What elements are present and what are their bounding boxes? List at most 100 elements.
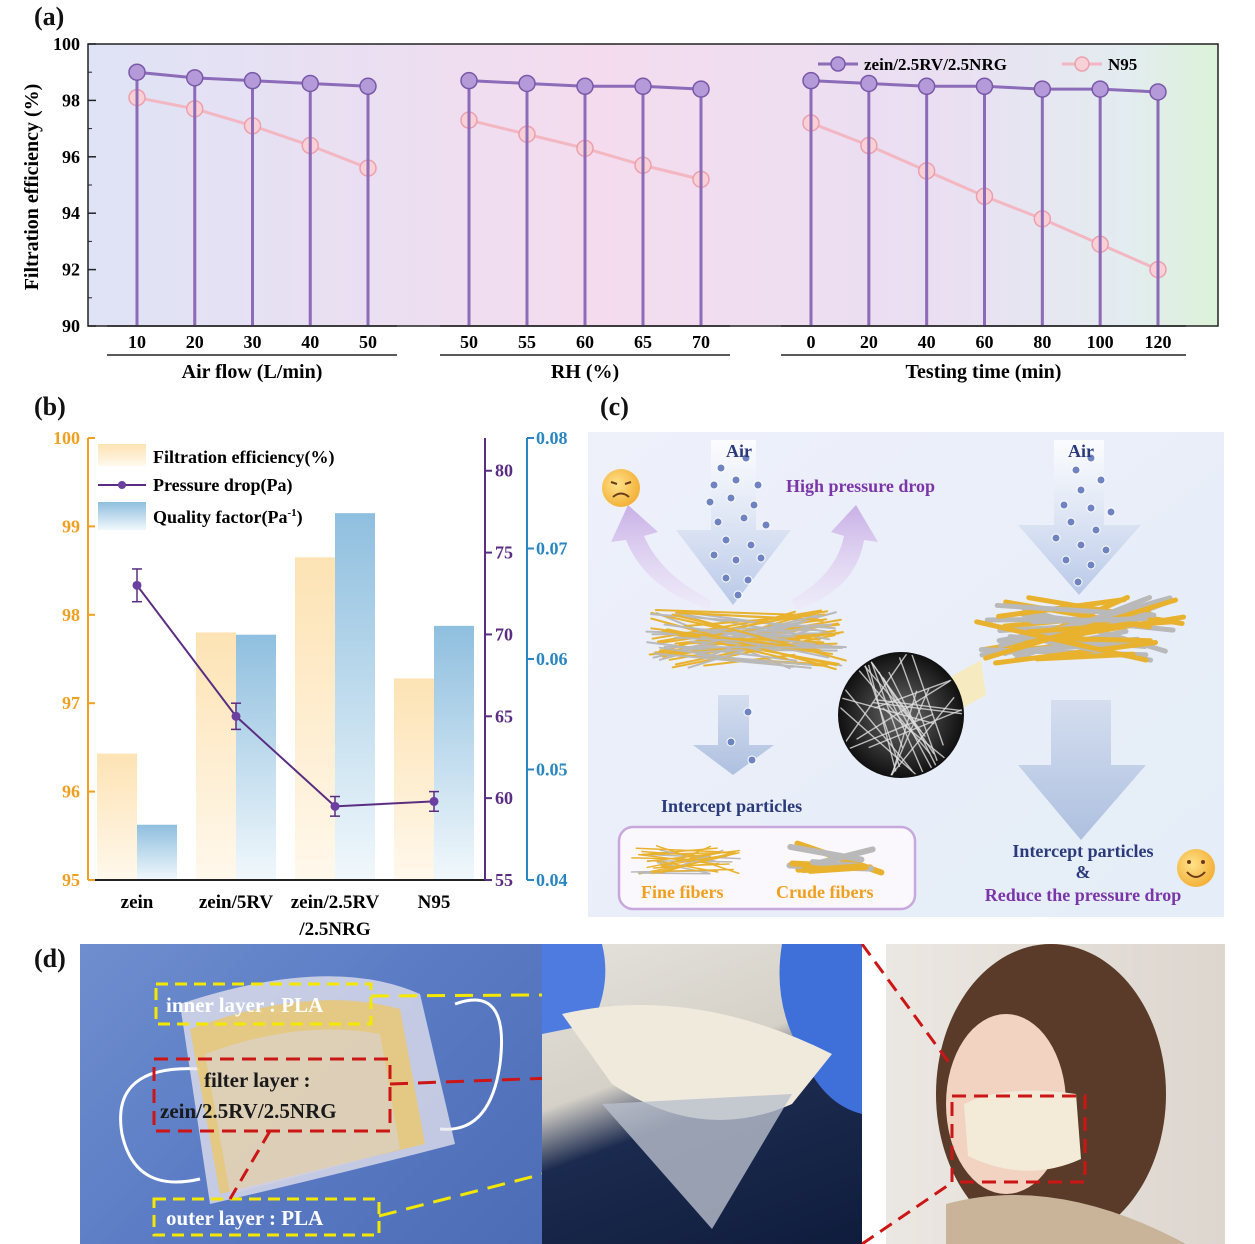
particle <box>1101 545 1111 555</box>
x-tick-label-a: 40 <box>918 332 936 352</box>
reduce-label: Reduce the pressure drop <box>985 885 1182 905</box>
category-label: zein/2.5RV <box>291 892 380 913</box>
particle <box>761 520 771 530</box>
filter-label-box <box>152 1057 392 1133</box>
legend-label-n95: N95 <box>1108 55 1137 74</box>
y-tick-label-a: 98 <box>62 90 80 110</box>
sem-fiber <box>840 704 920 776</box>
data-point <box>917 77 936 96</box>
sem-fiber <box>840 693 935 725</box>
sem-fiber <box>872 701 962 717</box>
particle <box>1059 500 1069 510</box>
fiber <box>637 872 711 875</box>
y-axis-title-a: Filtration efficiency (%) <box>21 84 43 291</box>
particle <box>709 550 719 560</box>
left-tick-label: 97 <box>62 693 80 713</box>
inner-layer-label: inner layer : PLA <box>166 993 324 1017</box>
particle <box>1073 577 1083 587</box>
pressure-point <box>429 796 439 806</box>
pressure-tick-label: 60 <box>495 788 513 808</box>
particle <box>1061 555 1071 565</box>
filter-layer-label-1: filter layer : <box>204 1068 311 1092</box>
face-mask <box>964 1090 1081 1171</box>
x-tick-label-a: 60 <box>576 332 594 352</box>
particle <box>713 517 723 527</box>
particle <box>1076 485 1086 495</box>
fiber <box>695 654 813 666</box>
axes-b: 95 96 97 98 99 100 55 60 65 70 75 80 0.04 0.05 0.06 0.0… <box>53 428 568 940</box>
fiber <box>666 629 789 660</box>
legend-swatch-efficiency <box>98 444 146 466</box>
bar-efficiency <box>295 557 335 880</box>
data-point <box>243 71 262 90</box>
outer-layer-sheet <box>205 1029 400 1194</box>
pressure-point <box>231 711 241 721</box>
x-tick-label-a: 10 <box>128 332 146 352</box>
sad-face-icon <box>602 469 640 507</box>
deflect-arrow-right <box>791 505 878 610</box>
particle <box>721 535 731 545</box>
legend-a: zein/2.5RV/2.5NRG N95 <box>818 55 1137 74</box>
sem-fiber <box>858 669 931 755</box>
series-zein-group-2 <box>802 71 1167 326</box>
fine-fiber-mat <box>645 609 847 671</box>
particle <box>753 480 763 490</box>
shoulder <box>946 1195 1186 1244</box>
crude-fiber-icon <box>786 840 885 876</box>
sem-fibers <box>840 654 962 776</box>
bar-quality <box>236 634 276 880</box>
data-point <box>860 74 878 93</box>
quality-tick-label: 0.08 <box>536 428 568 448</box>
left-tick-label: 96 <box>62 782 80 802</box>
high-pressure-label: High pressure drop <box>786 476 935 496</box>
bar-efficiency <box>394 678 434 880</box>
ampersand-label: & <box>1076 862 1091 882</box>
particle <box>709 480 719 490</box>
mat-sheet <box>562 1005 832 1120</box>
diagram-c: Air Air High pressure drop Intercept par… <box>588 432 1224 917</box>
crude-fiber-mat <box>974 594 1187 666</box>
nanofiber-mat <box>602 1094 792 1229</box>
legend-marker-n95 <box>1074 56 1090 72</box>
fiber <box>697 619 847 662</box>
pressure-tick-label: 75 <box>495 543 513 563</box>
air-label-left: Air <box>726 441 752 461</box>
x-axis-title-a: Air flow (L/min) <box>182 361 323 383</box>
particle <box>1086 503 1096 513</box>
y-tick-label-a: 100 <box>53 34 80 54</box>
sem-fiber <box>876 699 962 715</box>
data-point <box>634 77 652 96</box>
filter-sample-photo <box>542 944 862 1244</box>
pass-arrow-left <box>693 695 774 775</box>
particle <box>731 555 741 565</box>
filter-layer-label-2: zein/2.5RV/2.5NRG <box>160 1099 337 1123</box>
x-tick-label-a: 70 <box>692 332 710 352</box>
crude-fibers-label: Crude fibers <box>776 882 874 902</box>
data-point <box>359 77 377 96</box>
x-tick-label-a: 30 <box>244 332 262 352</box>
outer-label-box <box>152 1197 381 1237</box>
fiber <box>787 843 865 863</box>
left-tick-label: 98 <box>62 605 80 625</box>
pass-arrow-right <box>1018 700 1146 840</box>
data-point <box>128 63 146 81</box>
particle <box>705 497 715 507</box>
intercept-label-right: Intercept particles <box>1012 841 1153 861</box>
fiber <box>646 851 726 869</box>
fiber <box>974 619 1149 663</box>
x-tick-label-a: 60 <box>976 332 994 352</box>
x-tick-label-a: 55 <box>518 332 536 352</box>
intercept-label-left: Intercept particles <box>661 796 802 816</box>
data-point <box>692 80 710 98</box>
y-tick-label-a: 92 <box>62 260 80 280</box>
data-point <box>576 77 594 96</box>
fine-fibers-label: Fine fibers <box>641 882 724 902</box>
fiber <box>807 864 869 874</box>
air-label-right: Air <box>1068 441 1094 461</box>
panel-d: inner layer : PLA filter layer : zein/2.… <box>80 944 1225 1244</box>
particle <box>756 553 766 563</box>
fine-fiber-icon <box>630 845 741 875</box>
particle <box>749 500 759 510</box>
x-tick-label-a: 40 <box>301 332 319 352</box>
fiber <box>652 862 720 869</box>
